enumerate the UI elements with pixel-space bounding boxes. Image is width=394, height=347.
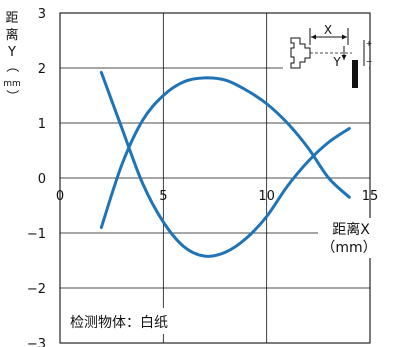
- series-line-1: [99, 76, 351, 229]
- x-tick-label: 15: [362, 189, 379, 204]
- x-tick-label: 5: [159, 189, 167, 204]
- y-tick-label: 3: [38, 7, 46, 22]
- detection-object-note: 检测物体：白纸: [66, 308, 216, 334]
- series-line-2: [99, 70, 351, 258]
- x-label-background: [318, 218, 384, 258]
- y-tick-label: −3: [27, 337, 46, 347]
- sensor-head-outline: [290, 37, 311, 69]
- x-label-title: 距离X: [332, 221, 370, 238]
- y-tick-label: −2: [27, 282, 46, 297]
- schematic-minus: −: [366, 57, 373, 66]
- y-label-char-2: 离: [5, 27, 18, 43]
- x-tick-label: 0: [56, 189, 64, 204]
- series-group: [99, 70, 351, 258]
- x-dim-arrowhead-left: [311, 34, 316, 40]
- note-text: 检测物体：白纸: [70, 315, 168, 331]
- y-tick-label: 0: [38, 172, 46, 187]
- sensor-schematic-icon: X Y + −: [283, 22, 372, 92]
- x-tick-label: 10: [258, 189, 275, 204]
- y-tick-label: −1: [27, 227, 46, 242]
- y-axis-label: 距 离 Y （ mm ）: [3, 11, 21, 103]
- schematic-plus: +: [366, 39, 373, 48]
- y-dim-arrowhead: [341, 55, 347, 60]
- y-label-char-3: Y: [7, 45, 16, 60]
- x-label-unit: （mm）: [321, 240, 376, 256]
- note-background: [66, 308, 216, 334]
- grid-lines: [60, 13, 370, 343]
- y-tick-label: 1: [38, 117, 46, 132]
- y-label-char-4: （: [4, 59, 19, 72]
- y-tick-label: 2: [38, 62, 46, 77]
- y-label-char-6: ）: [4, 89, 19, 102]
- y-label-unit: mm: [3, 79, 21, 89]
- schematic-y-label: Y: [332, 55, 341, 69]
- target-object: [352, 60, 358, 88]
- plot-frame: [59, 12, 371, 344]
- schematic-x-label: X: [324, 23, 332, 37]
- y-label-char-1: 距: [5, 11, 18, 26]
- x-axis-label: 距离X （mm）: [318, 218, 384, 258]
- x-dim-arrowhead-right: [342, 34, 347, 40]
